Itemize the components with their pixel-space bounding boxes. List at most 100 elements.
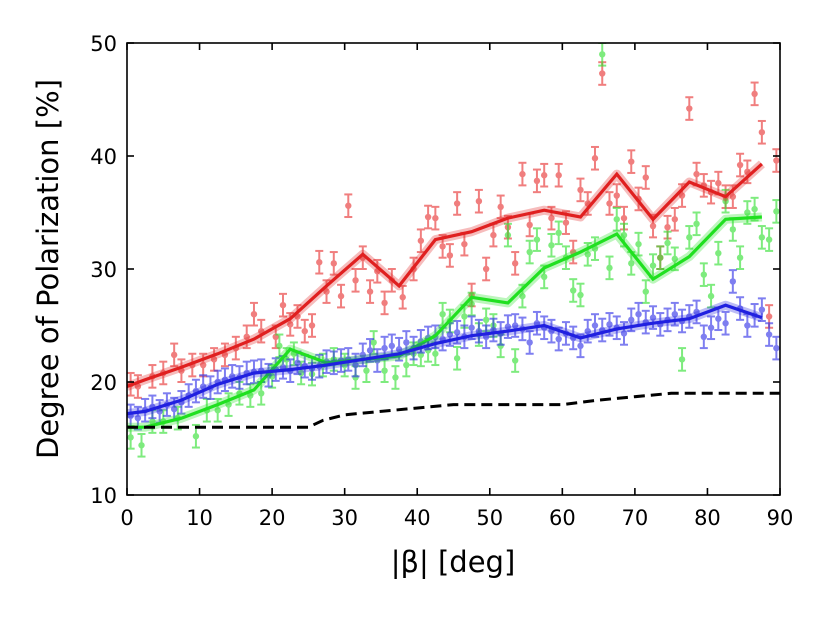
data-point (351, 268, 360, 293)
data-point (699, 262, 708, 287)
data-point (170, 342, 179, 368)
x-tick-label: 80 (694, 506, 721, 530)
data-point (605, 191, 614, 216)
data-point (329, 251, 338, 276)
data-point (249, 301, 258, 327)
data-point (743, 200, 752, 225)
data-point (721, 188, 730, 214)
data-point (699, 324, 708, 350)
data-point (344, 193, 353, 219)
data-point (188, 352, 197, 378)
data-point (380, 290, 389, 316)
data-point (685, 96, 694, 121)
data-point (612, 183, 621, 208)
data-point (213, 397, 222, 423)
y-tick-label: 50 (90, 32, 117, 56)
data-point (765, 227, 774, 252)
data-point (532, 168, 541, 194)
model-series (127, 212, 763, 432)
plot-area (127, 43, 780, 458)
data-point (772, 199, 780, 224)
data-point (663, 230, 672, 256)
plot-frame (126, 42, 781, 496)
data-point (757, 225, 766, 250)
data-point (453, 191, 462, 216)
data-point (503, 314, 512, 339)
data-point (445, 322, 454, 347)
data-point (576, 177, 585, 203)
data-point (547, 232, 556, 258)
data-point (366, 279, 375, 304)
data-point (583, 318, 592, 344)
data-point (612, 206, 621, 232)
data-point (583, 242, 592, 267)
data-point (656, 245, 665, 270)
data-point (242, 324, 251, 350)
data-point (757, 297, 766, 322)
data-point (728, 269, 737, 294)
data-point (511, 251, 520, 276)
data-point (598, 43, 607, 67)
data-point (315, 249, 324, 275)
data-point (358, 342, 367, 368)
data-point (511, 313, 520, 338)
data-point (736, 152, 745, 178)
y-tick-label: 40 (90, 145, 117, 169)
data-point (391, 365, 400, 390)
data-point (431, 205, 440, 231)
data-point (300, 318, 309, 344)
data-point (743, 159, 752, 185)
data-point (707, 283, 716, 309)
data-point (416, 228, 425, 254)
data-point (532, 227, 541, 252)
x-tick-label: 20 (259, 506, 286, 530)
data-point (605, 255, 614, 281)
x-tick-label: 0 (120, 506, 133, 530)
data-point (380, 358, 389, 383)
data-point (518, 161, 527, 187)
data-point (576, 282, 585, 308)
axis-ticks (126, 42, 781, 496)
data-point (554, 162, 563, 188)
data-point (453, 345, 462, 371)
y-axis-title: Degree of Polarization [%] (31, 79, 65, 459)
data-point (547, 318, 556, 344)
data-point (191, 423, 200, 449)
data-point (220, 342, 229, 368)
data-point (482, 324, 491, 350)
data-point (634, 231, 643, 257)
data-point (525, 239, 534, 265)
x-tick-label: 40 (404, 506, 431, 530)
x-tick-label: 50 (476, 506, 503, 530)
data-point (133, 374, 142, 399)
x-tick-label: 30 (331, 506, 358, 530)
data-point (649, 305, 658, 330)
data-point (532, 310, 541, 336)
data-point (678, 347, 687, 372)
scatter-series (127, 61, 780, 399)
data-point (692, 211, 701, 237)
data-point (511, 348, 520, 373)
data-point (308, 313, 317, 338)
series-lines (127, 160, 780, 432)
data-point (590, 145, 599, 171)
data-point (278, 292, 287, 318)
data-point (224, 392, 233, 417)
data-point (736, 245, 745, 270)
data-point (199, 374, 208, 399)
data-point (228, 364, 237, 389)
data-point (692, 299, 701, 325)
data-point (424, 204, 433, 230)
baseline-series (127, 391, 780, 429)
data-point (337, 283, 346, 309)
x-tick-label: 10 (186, 506, 213, 530)
data-point (540, 162, 549, 188)
data-point (714, 240, 723, 266)
data-point (590, 236, 599, 261)
y-tick-label: 30 (90, 258, 117, 282)
data-point (685, 225, 694, 250)
data-point (482, 256, 491, 282)
model-series (127, 160, 765, 391)
